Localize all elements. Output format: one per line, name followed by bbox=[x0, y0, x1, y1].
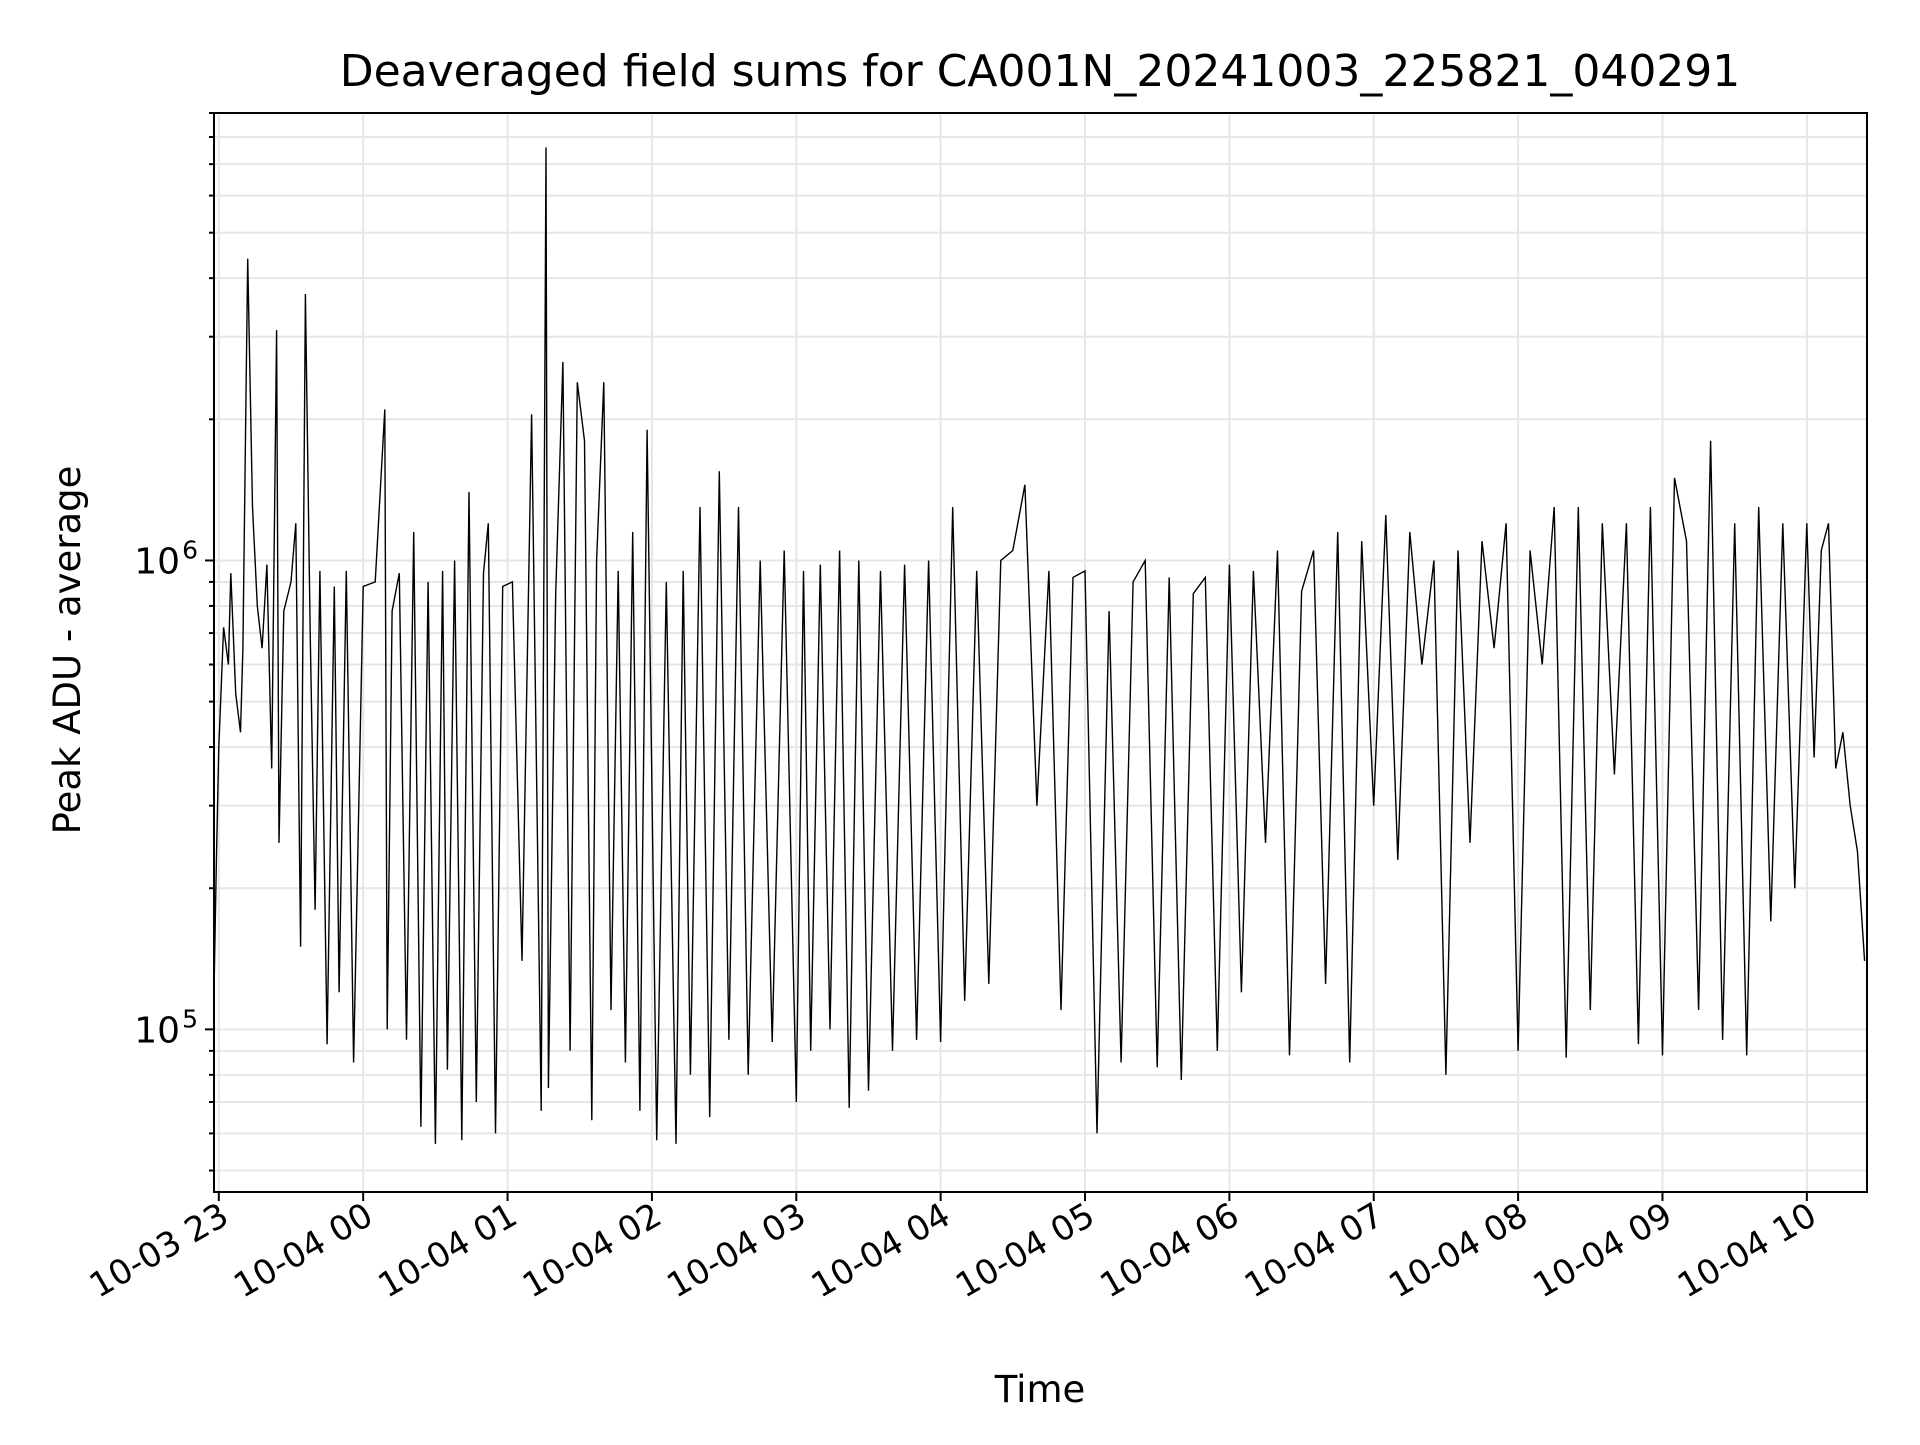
y-tick-base: 10 bbox=[134, 541, 180, 582]
y-tick-label: 10 bbox=[134, 541, 180, 582]
y-axis-label: Peak ADU - average bbox=[46, 466, 89, 835]
y-tick-exponent: 6 bbox=[182, 535, 198, 564]
series-layer bbox=[213, 147, 1866, 1144]
y-tick-base: 10 bbox=[134, 1010, 180, 1051]
y-tick-label: 10 bbox=[134, 1010, 180, 1051]
x-axis-label: Time bbox=[994, 1368, 1086, 1411]
chart-title: Deaveraged field sums for CA001N_2024100… bbox=[340, 46, 1741, 97]
y-tick-exponent: 5 bbox=[182, 1004, 198, 1033]
plot-frame bbox=[213, 112, 1868, 1193]
grid bbox=[214, 112, 1867, 1192]
series-line bbox=[213, 147, 1866, 1144]
